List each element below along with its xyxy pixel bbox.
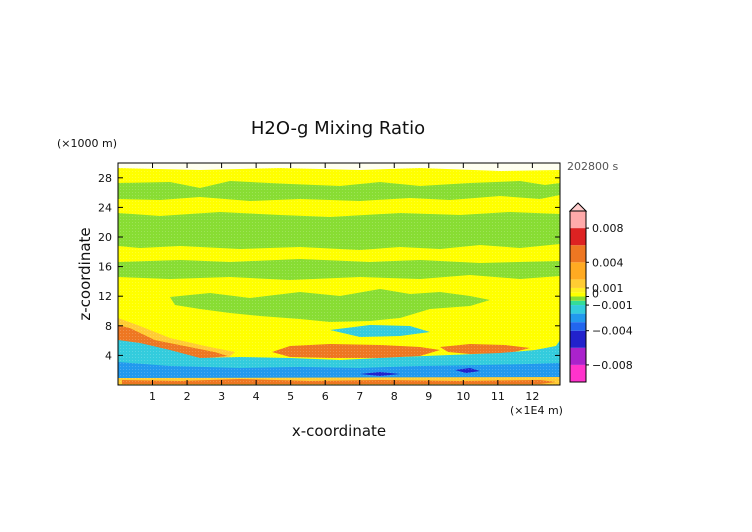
colorbar-segment-11: [570, 262, 586, 280]
x-tick-label-2: 3: [218, 390, 225, 403]
colorbar-segment-10: [570, 279, 586, 288]
colorbar-tick-label-3: 0: [592, 288, 599, 301]
x-tick-label-11: 12: [525, 390, 539, 403]
y-tick-label-4: 20: [98, 231, 112, 244]
y-tick-label-2: 12: [98, 290, 112, 303]
x-axis: 1 2 3 4 5 6 7 8 9 10 11 12: [149, 163, 539, 403]
colorbar-segment-6: [570, 300, 586, 306]
colorbar-segment-7: [570, 296, 586, 301]
x-axis-label: x-coordinate: [292, 422, 386, 440]
x-tick-label-9: 10: [456, 390, 470, 403]
y-axis: 4 8 12 16 20 24 28: [98, 172, 560, 362]
y-axis-label: z-coordinate: [76, 227, 94, 320]
texture-overlay: [118, 163, 560, 385]
colorbar-tick-label-2: 0.001: [592, 282, 624, 295]
colorbar-extend-top: [568, 202, 588, 212]
x-tick-label-7: 8: [391, 390, 398, 403]
x-tick-label-3: 4: [253, 390, 260, 403]
y-tick-label-1: 8: [105, 320, 112, 333]
colorbar-segment-5: [570, 305, 586, 314]
y-unit-label: (×1000 m): [57, 137, 117, 150]
colorbar-segment-2: [570, 330, 586, 348]
colorbar-segment-14: [570, 211, 586, 229]
y-tick-label-3: 16: [98, 261, 112, 274]
y-tick-label-0: 4: [105, 349, 112, 362]
colorbar-segment-3: [570, 322, 586, 331]
x-tick-label-5: 6: [322, 390, 329, 403]
colorbar-segment-4: [570, 313, 586, 323]
colorbar-segment-8: [570, 292, 586, 297]
x-unit-label: (×1E4 m): [510, 404, 563, 417]
colorbar-segment-13: [570, 228, 586, 246]
y-tick-label-6: 28: [98, 172, 112, 185]
colorbar-segment-1: [570, 347, 586, 365]
colorbar-tick-label-1: 0.004: [592, 256, 624, 269]
colorbar-segment-12: [570, 245, 586, 263]
x-tick-label-6: 7: [356, 390, 363, 403]
x-tick-label-1: 2: [184, 390, 191, 403]
time-label: 202800 s: [567, 160, 618, 173]
colorbar-tick-label-0: 0.008: [592, 222, 624, 235]
chart-title: H2O-g Mixing Ratio: [251, 118, 425, 139]
colorbar-tick-label-5: −0.004: [592, 325, 633, 338]
colorbar-tick-label-6: −0.008: [592, 359, 633, 372]
x-tick-label-8: 9: [425, 390, 432, 403]
plot-area: [117, 162, 561, 386]
colorbar-tick-label-4: −0.001: [592, 299, 633, 312]
colorbar-segment-0: [570, 364, 586, 382]
plot-frame: [117, 162, 561, 386]
x-tick-label-0: 1: [149, 390, 156, 403]
x-tick-label-10: 11: [491, 390, 505, 403]
y-tick-label-5: 24: [98, 201, 112, 214]
colorbar-segment-9: [570, 287, 586, 293]
x-tick-label-4: 5: [287, 390, 294, 403]
